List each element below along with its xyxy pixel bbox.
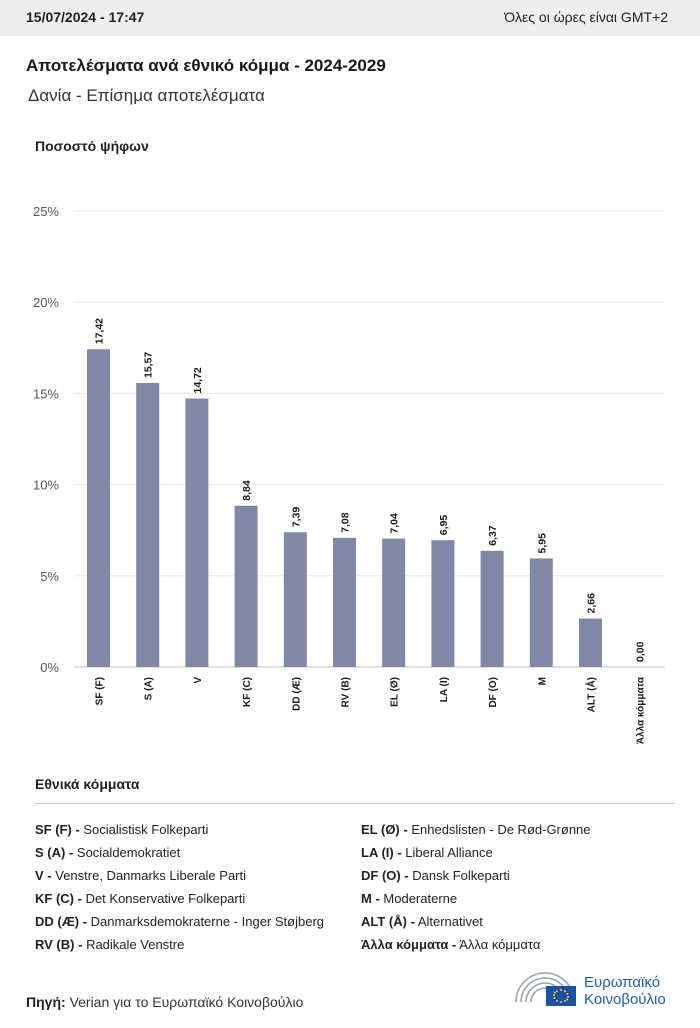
- data-label: 6,95: [438, 515, 450, 536]
- x-tick-label: M: [537, 677, 548, 685]
- legend-item: V - Venstre, Danmarks Liberale Parti: [35, 868, 247, 883]
- legend-title: Εθνικά κόμματα: [35, 776, 140, 792]
- x-tick-label: SF (F): [95, 677, 106, 705]
- european-parliament-logo: Ευρωπαϊκό Κοινοβούλιο: [512, 966, 682, 1010]
- x-tick-label: Άλλα κόμματα: [636, 676, 647, 744]
- x-tick-label: V: [193, 677, 204, 684]
- legend-column-left: SF (F) - Socialistisk Folkeparti S (A) -…: [35, 821, 324, 959]
- top-bar: 15/07/2024 - 17:47 Όλες οι ώρες είναι GM…: [0, 0, 700, 36]
- legend-item: SF (F) - Socialistisk Folkeparti: [35, 822, 209, 837]
- x-tick-label: LA (I): [439, 677, 450, 702]
- bar: [234, 505, 258, 667]
- x-tick-label: DF (O): [488, 677, 499, 708]
- y-tick-label: 25%: [33, 204, 59, 219]
- legend-column-right: EL (Ø) - Enhedslisten - De Rød-Grønne LA…: [361, 821, 591, 959]
- y-tick-label: 0%: [40, 660, 59, 675]
- legend-item: ALT (Å) - Alternativet: [361, 914, 483, 929]
- parliament-hemicycle-icon: [515, 972, 576, 1006]
- y-tick-label: 5%: [40, 569, 59, 584]
- bar: [529, 558, 553, 667]
- x-tick-label: DD (Æ): [291, 677, 302, 711]
- x-tick-label: KF (C): [242, 677, 253, 707]
- timestamp: 15/07/2024 - 17:47: [26, 9, 145, 25]
- data-label: 7,04: [389, 513, 401, 534]
- legend-item: DF (O) - Dansk Folkeparti: [361, 868, 510, 883]
- bar: [185, 398, 209, 667]
- x-tick-label: EL (Ø): [390, 677, 401, 707]
- legend-item: Άλλα κόμματα - Άλλα κόμματα: [361, 937, 541, 952]
- source-text: Verian για το Ευρωπαϊκό Κοινοβούλιο: [69, 994, 304, 1010]
- data-label: 7,39: [290, 507, 302, 528]
- y-tick-label: 10%: [33, 478, 59, 493]
- legend-item: KF (C) - Det Konservative Folkeparti: [35, 891, 246, 906]
- data-label: 8,84: [241, 480, 253, 501]
- bar: [87, 349, 110, 667]
- bar: [431, 540, 455, 667]
- page-title: Αποτελέσματα ανά εθνικό κόμμα - 2024-202…: [26, 56, 386, 75]
- x-tick-label: ALT (Å): [585, 677, 598, 712]
- data-label: 5,95: [536, 533, 548, 554]
- page-subtitle: Δανία - Επίσημα αποτελέσματα: [28, 86, 265, 105]
- data-label: 15,57: [143, 352, 155, 378]
- legend-item: LA (I) - Liberal Alliance: [361, 845, 493, 860]
- data-label: 17,42: [94, 318, 106, 344]
- data-label: 2,66: [586, 593, 598, 614]
- source-label: Πηγή:: [26, 994, 66, 1010]
- y-tick-label: 15%: [33, 386, 59, 401]
- legend-item: M - Moderaterne: [361, 891, 458, 906]
- bar: [480, 550, 504, 667]
- bar: [333, 537, 356, 667]
- logo-text: Ευρωπαϊκό Κοινοβούλιο: [584, 974, 666, 1008]
- legend-divider: [35, 803, 675, 804]
- legend-item: RV (B) - Radikale Venstre: [35, 937, 185, 952]
- bar-chart: 0% 5% 10% 15% 20% 25% 17,42 SF (F) 15,57 S (A) 14,…: [33, 204, 665, 744]
- source-note: Πηγή: Verian για το Ευρωπαϊκό Κοινοβούλι…: [26, 994, 303, 1010]
- bar: [382, 538, 406, 667]
- data-label: 14,72: [192, 367, 204, 393]
- bar: [136, 383, 160, 667]
- legend-item: S (A) - Socialdemokratiet: [35, 845, 181, 860]
- bar: [283, 532, 307, 667]
- y-axis-label: Ποσοστό ψήφων: [35, 138, 149, 154]
- y-tick-label: 20%: [33, 295, 59, 310]
- data-label: 0,00: [635, 641, 647, 662]
- data-label: 7,08: [340, 512, 352, 533]
- x-tick-label: RV (B): [341, 677, 352, 707]
- timezone-note: Όλες οι ώρες είναι GMT+2: [504, 9, 668, 25]
- data-label: 6,37: [487, 525, 499, 546]
- x-tick-label: S (A): [144, 677, 155, 700]
- bar: [579, 618, 602, 667]
- legend-item: DD (Æ) - Danmarksdemokraterne - Inger St…: [35, 914, 324, 929]
- legend-item: EL (Ø) - Enhedslisten - De Rød-Grønne: [361, 822, 591, 837]
